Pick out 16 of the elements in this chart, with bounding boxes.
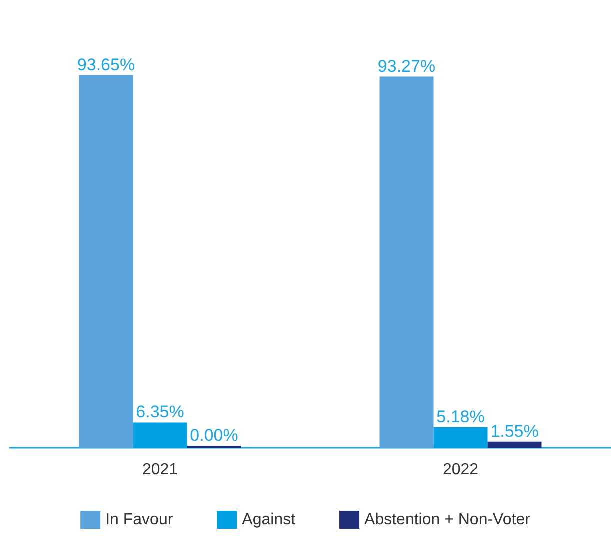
bar [380, 76, 434, 448]
x-tick-label: 2021 [142, 462, 178, 478]
data-label: 5.18% [436, 407, 485, 426]
legend-label: Abstention + Non-Voter [364, 512, 532, 528]
data-label: 0.00% [190, 426, 238, 445]
bar [133, 422, 188, 448]
bar [488, 442, 542, 448]
bar [434, 427, 488, 448]
legend-label: In Favour [106, 512, 174, 528]
legend-label: Against [242, 512, 296, 528]
bar [79, 75, 134, 448]
x-tick-label: 2022 [442, 462, 479, 478]
data-label: 6.35% [136, 402, 184, 422]
data-label: 1.55% [490, 422, 539, 441]
data-label: 93.27% [378, 56, 436, 76]
data-label: 93.65% [77, 55, 136, 74]
